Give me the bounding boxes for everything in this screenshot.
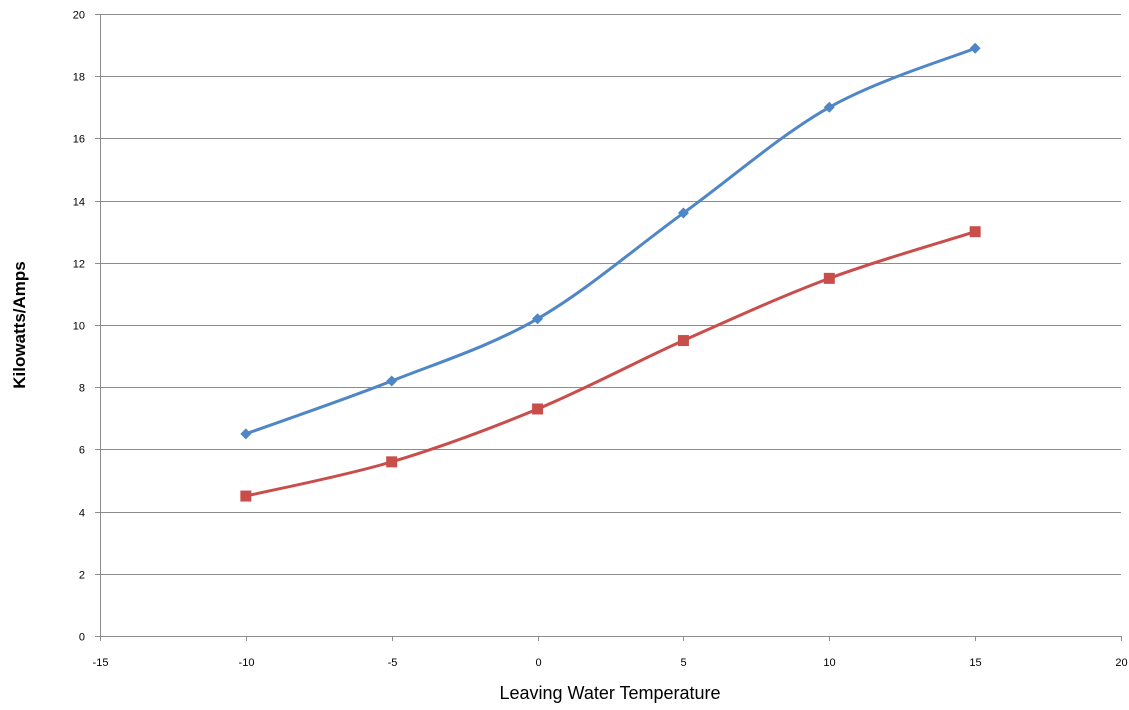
x-tick-label: -10 (239, 657, 255, 669)
x-tick-labels: -15 -10 -5 0 5 10 15 20 (93, 657, 1128, 669)
y-tick-label: 12 (73, 259, 85, 271)
x-tick-label: -5 (388, 657, 398, 669)
y-tick-label: 10 (73, 321, 85, 333)
series-1 (240, 42, 981, 440)
y-tick-label: 4 (79, 508, 85, 520)
y-axis-title: Kilowatts/Amps (10, 261, 29, 389)
data-point (386, 375, 398, 387)
data-point (532, 313, 544, 325)
y-tick-label: 14 (73, 197, 85, 209)
data-point (677, 207, 689, 219)
data-point (386, 456, 398, 468)
series-2 (240, 226, 981, 502)
data-point (677, 335, 689, 347)
series-line (245, 230, 976, 498)
x-tick-label: 0 (535, 657, 541, 669)
data-point (823, 101, 835, 113)
gridlines (100, 14, 1121, 575)
data-point (532, 403, 544, 415)
series (240, 42, 981, 502)
y-tick-label: 18 (73, 72, 85, 84)
y-tick-label: 16 (73, 134, 85, 146)
x-tick-label: 20 (1115, 657, 1127, 669)
data-point (240, 490, 252, 502)
y-tick-label: 0 (79, 632, 85, 644)
x-tick-label: 15 (969, 657, 981, 669)
series-line (245, 46, 976, 436)
y-tick-label: 6 (79, 445, 85, 457)
y-tick-label: 2 (79, 570, 85, 582)
x-tick-label: 10 (823, 657, 835, 669)
y-tick-label: 20 (73, 10, 85, 22)
data-point (240, 428, 252, 440)
data-point (969, 42, 981, 54)
axes (95, 14, 1122, 641)
data-point (969, 226, 981, 238)
x-tick-label: -15 (93, 657, 109, 669)
y-tick-label: 8 (79, 383, 85, 395)
x-axis-title: Leaving Water Temperature (499, 683, 720, 703)
y-tick-labels: 0 2 4 6 8 10 12 14 16 18 20 (73, 10, 85, 644)
data-point (823, 272, 835, 284)
x-tick-label: 5 (680, 657, 686, 669)
